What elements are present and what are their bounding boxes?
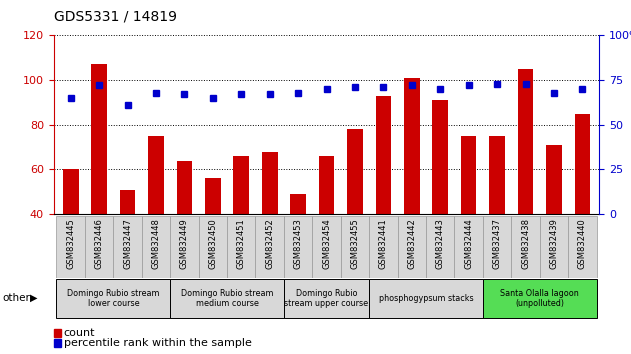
Text: GDS5331 / 14819: GDS5331 / 14819 — [54, 9, 177, 23]
Text: Domingo Rubio
stream upper course: Domingo Rubio stream upper course — [285, 289, 369, 308]
Bar — [57, 216, 85, 278]
Text: GSM832440: GSM832440 — [578, 218, 587, 269]
Bar — [483, 279, 596, 318]
Bar — [63, 170, 78, 303]
Bar — [483, 216, 511, 278]
Bar — [426, 216, 454, 278]
Text: Santa Olalla lagoon
(unpolluted): Santa Olalla lagoon (unpolluted) — [500, 289, 579, 308]
Bar — [546, 145, 562, 303]
Bar — [199, 216, 227, 278]
Bar — [341, 216, 369, 278]
Text: GSM832454: GSM832454 — [322, 218, 331, 269]
Bar — [148, 136, 164, 303]
Bar — [120, 190, 136, 303]
Text: Domingo Rubio stream
medium course: Domingo Rubio stream medium course — [181, 289, 273, 308]
Bar — [319, 156, 334, 303]
Text: GSM832442: GSM832442 — [408, 218, 416, 269]
Bar — [205, 178, 221, 303]
Bar — [85, 216, 114, 278]
Text: GSM832445: GSM832445 — [66, 218, 75, 269]
Text: GSM832449: GSM832449 — [180, 218, 189, 269]
Text: other: other — [2, 293, 30, 303]
Bar — [375, 96, 391, 303]
Text: ▶: ▶ — [30, 293, 38, 303]
Bar — [312, 216, 341, 278]
Bar — [454, 216, 483, 278]
Text: GSM832437: GSM832437 — [493, 218, 502, 269]
Bar — [432, 100, 448, 303]
Bar — [284, 216, 312, 278]
Bar — [91, 64, 107, 303]
Text: GSM832450: GSM832450 — [208, 218, 217, 269]
Bar — [398, 216, 426, 278]
Bar — [404, 78, 420, 303]
Text: GSM832448: GSM832448 — [151, 218, 160, 269]
Bar — [177, 161, 192, 303]
Bar — [369, 279, 483, 318]
Bar — [540, 216, 568, 278]
Text: GSM832453: GSM832453 — [293, 218, 303, 269]
Text: GSM832455: GSM832455 — [350, 218, 360, 269]
Text: percentile rank within the sample: percentile rank within the sample — [64, 338, 252, 348]
Text: count: count — [64, 328, 95, 338]
Text: GSM832438: GSM832438 — [521, 218, 530, 269]
Bar — [568, 216, 596, 278]
Bar — [517, 69, 533, 303]
Text: phosphogypsum stacks: phosphogypsum stacks — [379, 294, 473, 303]
Bar — [170, 216, 199, 278]
Bar — [369, 216, 398, 278]
Bar — [284, 279, 369, 318]
Bar — [262, 152, 278, 303]
Bar — [142, 216, 170, 278]
Bar — [170, 279, 284, 318]
Bar — [233, 156, 249, 303]
Bar — [256, 216, 284, 278]
Text: GSM832444: GSM832444 — [464, 218, 473, 269]
Bar — [57, 279, 170, 318]
Bar — [461, 136, 476, 303]
Text: GSM832452: GSM832452 — [265, 218, 274, 269]
Text: GSM832446: GSM832446 — [95, 218, 103, 269]
Bar — [575, 114, 590, 303]
Bar — [511, 216, 540, 278]
Text: GSM832439: GSM832439 — [550, 218, 558, 269]
Text: GSM832447: GSM832447 — [123, 218, 132, 269]
Bar — [489, 136, 505, 303]
Bar — [114, 216, 142, 278]
Text: GSM832451: GSM832451 — [237, 218, 245, 269]
Text: Domingo Rubio stream
lower course: Domingo Rubio stream lower course — [67, 289, 160, 308]
Text: GSM832441: GSM832441 — [379, 218, 388, 269]
Text: GSM832443: GSM832443 — [436, 218, 445, 269]
Bar — [290, 194, 306, 303]
Bar — [347, 129, 363, 303]
Bar — [227, 216, 256, 278]
